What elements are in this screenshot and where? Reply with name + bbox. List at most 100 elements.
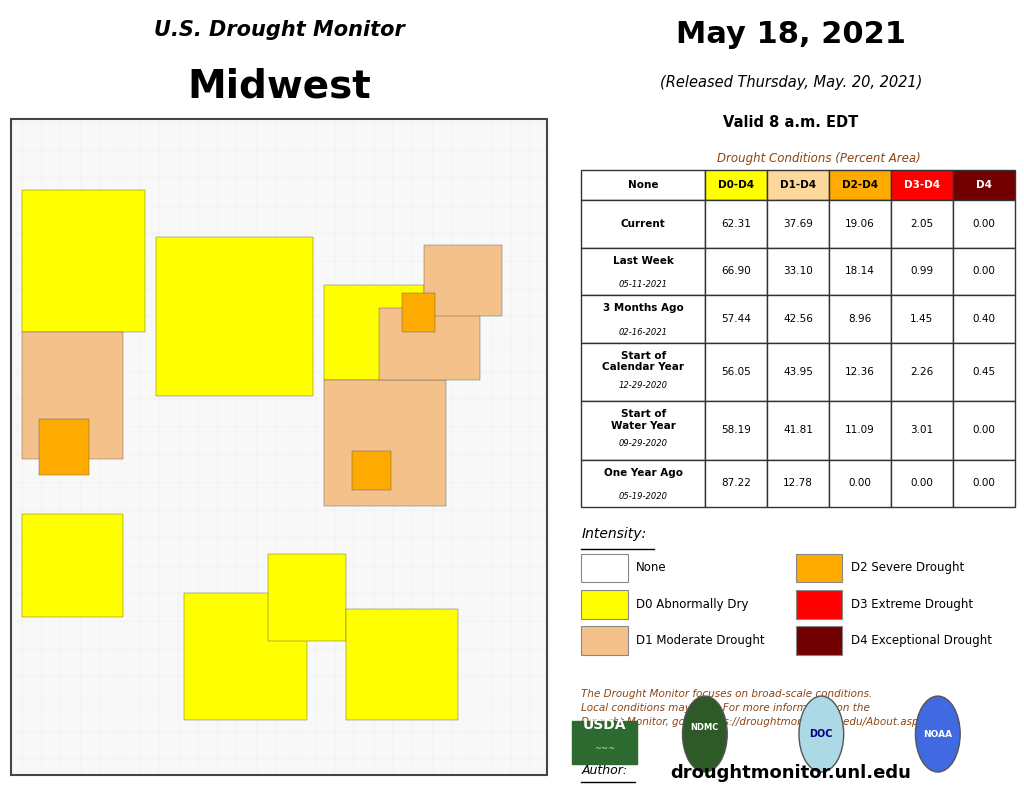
Bar bbox=[324, 285, 424, 380]
Bar bbox=[23, 332, 123, 459]
Bar bbox=[952, 343, 1015, 401]
Bar bbox=[767, 248, 829, 295]
Text: 0.45: 0.45 bbox=[972, 367, 995, 377]
Text: May 18, 2021: May 18, 2021 bbox=[676, 20, 906, 49]
Text: Start of
Water Year: Start of Water Year bbox=[611, 409, 676, 431]
Bar bbox=[767, 343, 829, 401]
Bar bbox=[23, 190, 145, 332]
Text: 33.10: 33.10 bbox=[783, 267, 813, 276]
Text: One Year Ago: One Year Ago bbox=[604, 468, 683, 478]
Bar bbox=[582, 170, 706, 200]
Text: D1 Moderate Drought: D1 Moderate Drought bbox=[636, 634, 765, 647]
Bar bbox=[582, 401, 706, 460]
Text: None: None bbox=[636, 562, 667, 574]
Bar bbox=[346, 609, 458, 720]
Text: D0 Abnormally Dry: D0 Abnormally Dry bbox=[636, 598, 749, 611]
Text: Intensity:: Intensity: bbox=[582, 527, 646, 541]
Bar bbox=[767, 401, 829, 460]
Text: 43.95: 43.95 bbox=[783, 367, 813, 377]
Text: D3 Extreme Drought: D3 Extreme Drought bbox=[851, 598, 973, 611]
Bar bbox=[39, 419, 89, 475]
Bar bbox=[952, 200, 1015, 248]
Text: 57.44: 57.44 bbox=[721, 314, 751, 324]
Bar bbox=[582, 295, 706, 343]
Text: NDMC: NDMC bbox=[690, 723, 719, 732]
Text: Current: Current bbox=[621, 219, 666, 229]
Bar bbox=[582, 248, 706, 295]
Text: 0.00: 0.00 bbox=[973, 479, 995, 488]
Bar bbox=[401, 293, 435, 332]
Bar bbox=[572, 721, 637, 764]
Text: 09-29-2020: 09-29-2020 bbox=[618, 439, 668, 448]
Circle shape bbox=[799, 696, 844, 772]
Text: U.S. Drought Monitor: U.S. Drought Monitor bbox=[154, 20, 404, 40]
Circle shape bbox=[915, 696, 961, 772]
Text: 37.69: 37.69 bbox=[783, 219, 813, 229]
Text: D4 Exceptional Drought: D4 Exceptional Drought bbox=[851, 634, 991, 647]
Bar bbox=[829, 343, 891, 401]
Text: 8.96: 8.96 bbox=[848, 314, 871, 324]
Bar bbox=[706, 295, 767, 343]
Text: 1.45: 1.45 bbox=[910, 314, 934, 324]
Bar bbox=[767, 200, 829, 248]
Bar bbox=[582, 626, 628, 655]
Text: ~~~: ~~~ bbox=[594, 744, 615, 753]
Text: 12.36: 12.36 bbox=[845, 367, 874, 377]
Text: 0.00: 0.00 bbox=[849, 479, 871, 488]
Bar bbox=[796, 590, 843, 619]
Bar bbox=[952, 170, 1015, 200]
Text: 2.26: 2.26 bbox=[910, 367, 934, 377]
Bar bbox=[351, 451, 391, 490]
Bar bbox=[829, 295, 891, 343]
Text: 02-16-2021: 02-16-2021 bbox=[618, 327, 668, 337]
Bar bbox=[796, 554, 843, 582]
Bar bbox=[11, 119, 547, 775]
Text: D4: D4 bbox=[976, 180, 991, 190]
Text: Valid 8 a.m. EDT: Valid 8 a.m. EDT bbox=[723, 115, 859, 130]
Bar bbox=[706, 343, 767, 401]
Bar bbox=[829, 170, 891, 200]
Bar bbox=[184, 593, 307, 720]
Text: 42.56: 42.56 bbox=[783, 314, 813, 324]
Circle shape bbox=[682, 696, 727, 772]
Text: 0.40: 0.40 bbox=[972, 314, 995, 324]
Bar bbox=[952, 460, 1015, 507]
Text: 12-29-2020: 12-29-2020 bbox=[618, 380, 668, 390]
Bar bbox=[582, 460, 706, 507]
Text: D0-D4: D0-D4 bbox=[718, 180, 755, 190]
Text: 66.90: 66.90 bbox=[721, 267, 751, 276]
Bar bbox=[891, 248, 952, 295]
Bar bbox=[952, 401, 1015, 460]
Bar bbox=[324, 380, 446, 506]
Text: 0.00: 0.00 bbox=[910, 479, 933, 488]
Text: Last Week: Last Week bbox=[612, 256, 674, 266]
Bar bbox=[706, 401, 767, 460]
Bar bbox=[380, 308, 480, 380]
Text: 3.01: 3.01 bbox=[910, 426, 934, 435]
Text: NOAA: NOAA bbox=[924, 729, 952, 739]
Text: D3-D4: D3-D4 bbox=[904, 180, 940, 190]
Bar bbox=[424, 245, 503, 316]
Text: 0.00: 0.00 bbox=[973, 267, 995, 276]
Text: 41.81: 41.81 bbox=[783, 426, 813, 435]
Bar bbox=[891, 401, 952, 460]
Text: 18.14: 18.14 bbox=[845, 267, 874, 276]
Bar bbox=[891, 200, 952, 248]
Bar bbox=[891, 170, 952, 200]
Text: Author:: Author: bbox=[582, 764, 628, 777]
Text: 12.78: 12.78 bbox=[783, 479, 813, 488]
Bar bbox=[706, 460, 767, 507]
Text: 0.00: 0.00 bbox=[973, 219, 995, 229]
Text: None: None bbox=[628, 180, 658, 190]
Text: The Drought Monitor focuses on broad-scale conditions.
Local conditions may vary: The Drought Monitor focuses on broad-sca… bbox=[582, 689, 925, 727]
Bar bbox=[829, 460, 891, 507]
Text: 05-19-2020: 05-19-2020 bbox=[618, 492, 668, 501]
Text: 56.05: 56.05 bbox=[721, 367, 751, 377]
Bar bbox=[767, 460, 829, 507]
Bar bbox=[829, 200, 891, 248]
Bar bbox=[767, 295, 829, 343]
Bar bbox=[157, 237, 312, 396]
Bar bbox=[796, 626, 843, 655]
Bar bbox=[952, 248, 1015, 295]
Text: droughtmonitor.unl.edu: droughtmonitor.unl.edu bbox=[671, 763, 911, 782]
